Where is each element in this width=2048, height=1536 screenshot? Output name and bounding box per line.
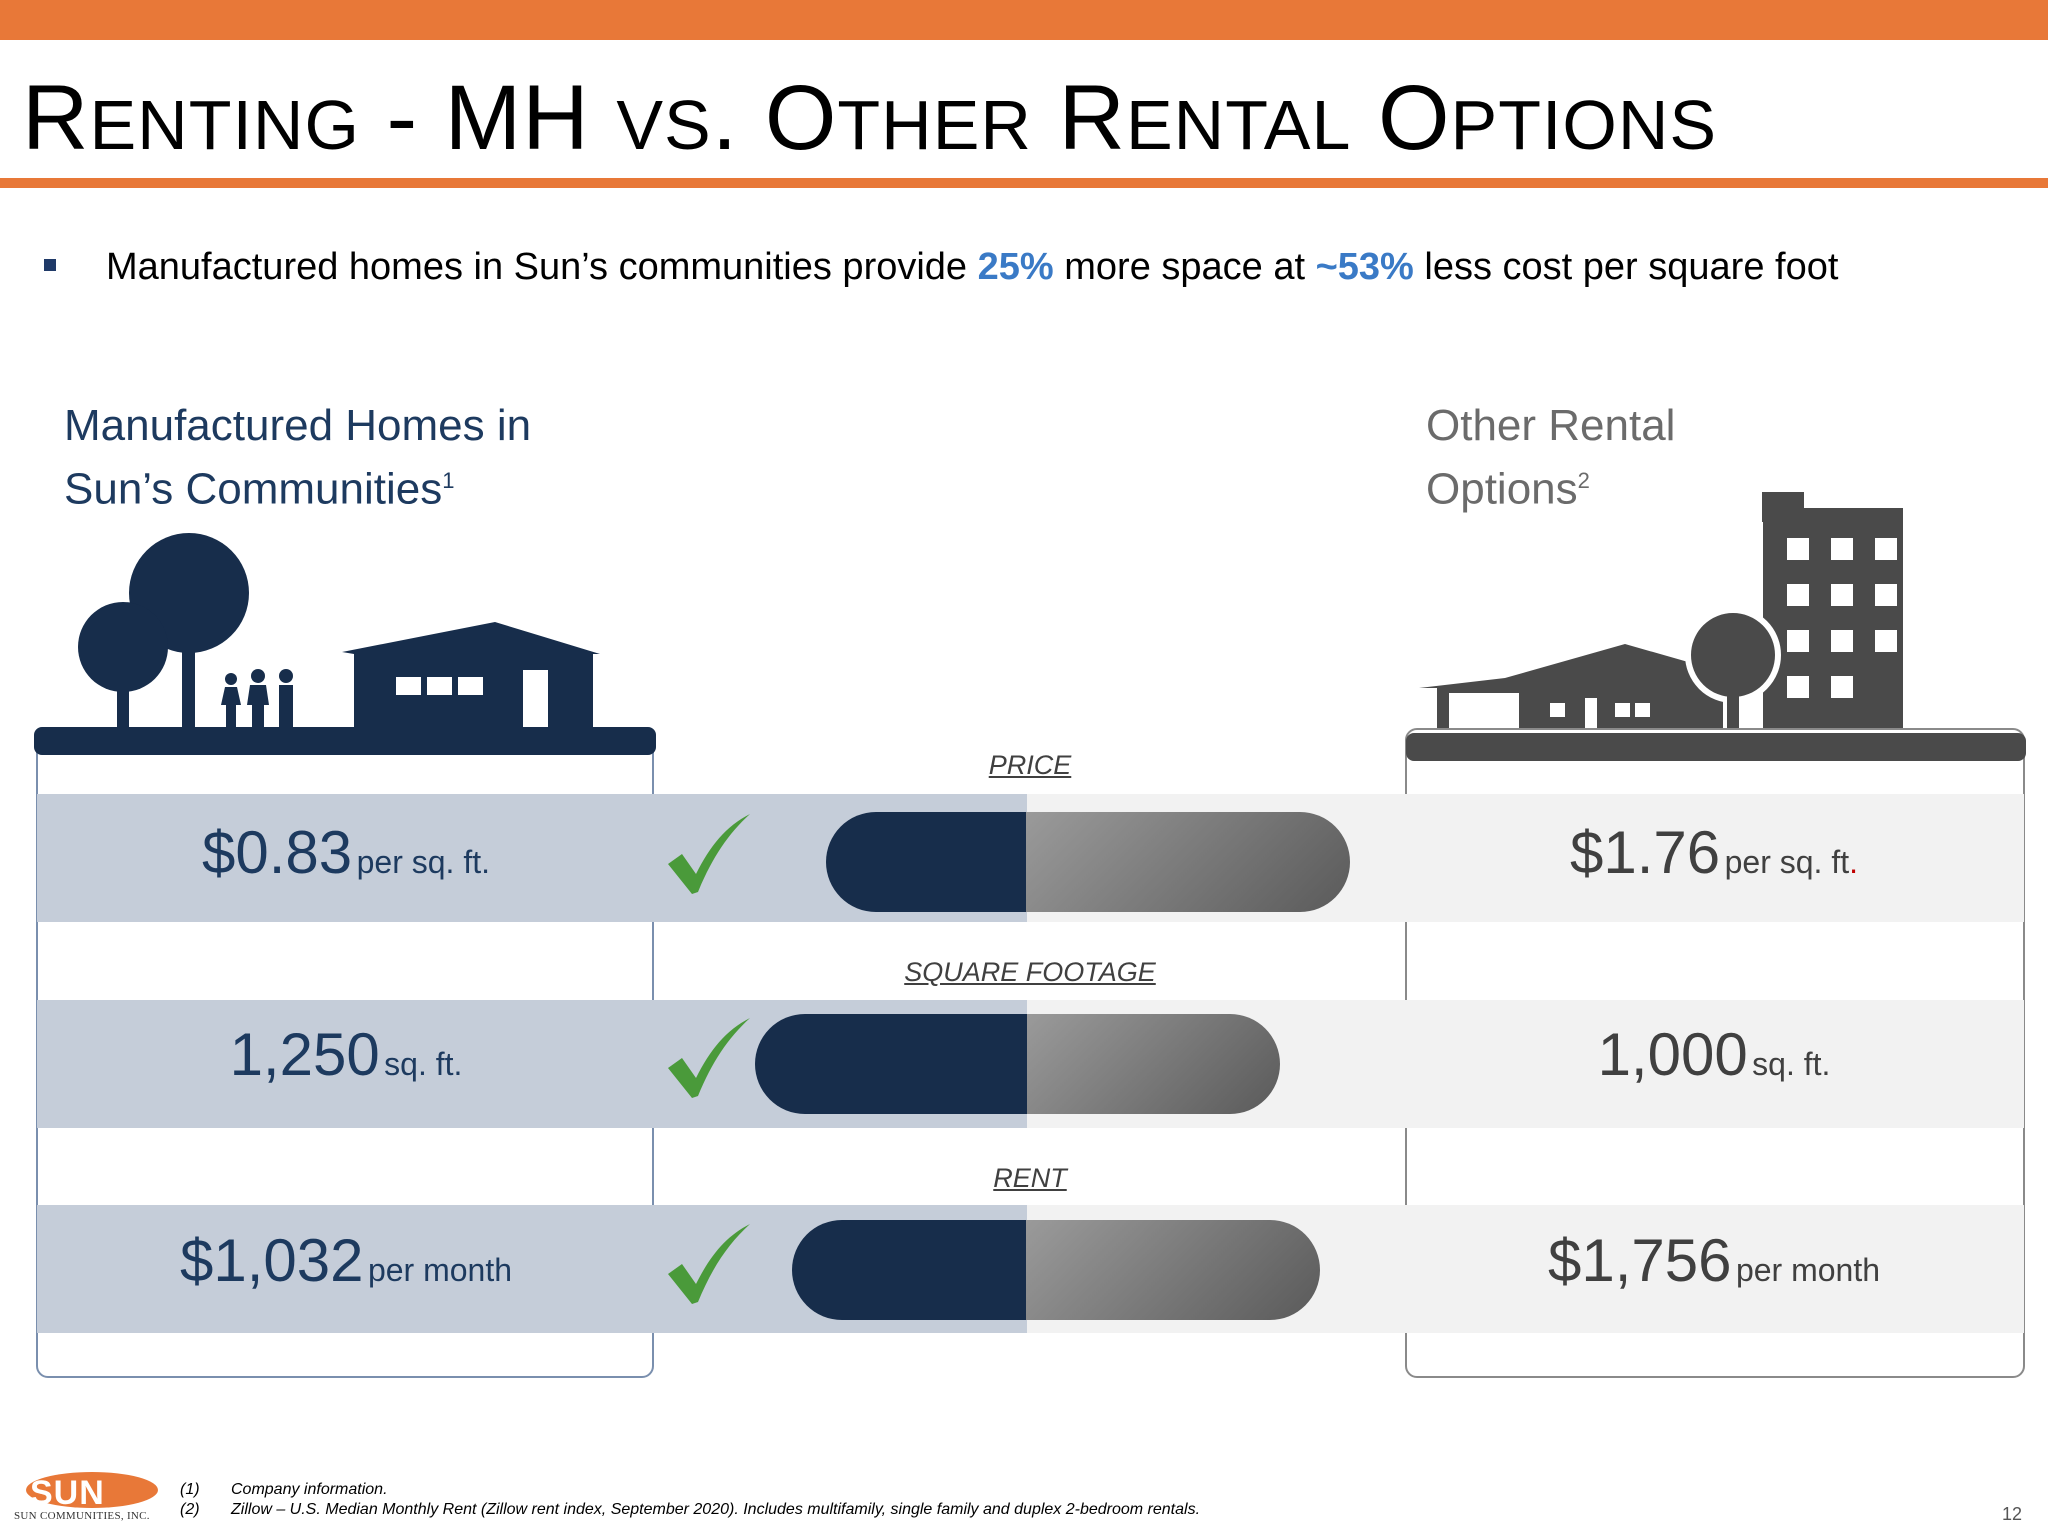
checkmark-icon (668, 1018, 750, 1098)
bullet-square-icon (44, 258, 56, 271)
logo-company-name: SUN COMMUNITIES, INC. (14, 1510, 150, 1522)
sqft-pill-left (755, 1014, 1027, 1114)
highlight-space: 25% (977, 246, 1054, 288)
left-price-value: $0.83 per sq. ft. (202, 819, 490, 886)
sqft-comparison-pill (755, 1014, 1280, 1114)
metric-label-square-footage: SQUARE FOOTAGE (904, 957, 1156, 987)
price-pill-right (1026, 812, 1350, 912)
left-rent-value: $1,032 per month (179, 1227, 513, 1294)
footnotes: (1) Company information. (2) Zillow – U.S.… (180, 1480, 1200, 1520)
metric-label-rent: RENT (993, 1163, 1067, 1193)
right-ground-bar (1406, 733, 2026, 761)
sun-logo-icon (26, 1472, 158, 1508)
metric-label-price: PRICE (988, 750, 1072, 780)
left-sqft-value: 1,250 sq. ft. (229, 1021, 463, 1088)
left-ground-bar (34, 727, 656, 755)
slide-title: RENTING - MH VS. OTHER RENTAL OPTIONS (22, 67, 1718, 169)
rent-comparison-pill (792, 1220, 1320, 1320)
right-sqft-value: 1,000 sq. ft. (1597, 1021, 1831, 1088)
logo-word: SUN (30, 1474, 105, 1512)
highlight-cost: ~53% (1315, 246, 1414, 288)
checkmark-icon (668, 814, 750, 894)
footnote: (2) Zillow – U.S. Median Monthly Rent (Zi… (180, 1501, 1201, 1518)
price-comparison-pill (826, 812, 1350, 912)
house-trees-family-icon (78, 533, 600, 728)
right-rent-value: $1,756 per month (1547, 1227, 1881, 1294)
summary-bullet: Manufactured homes in Sun’s communities … (44, 244, 1838, 290)
right-price-value: $1.76 per sq. ft. (1570, 819, 1858, 886)
sqft-pill-right (1027, 1014, 1280, 1114)
title-underline-rule (0, 178, 2048, 188)
right-column-heading: Other Rental Options2 (1426, 401, 1676, 514)
page-number: 12 (2002, 1504, 2023, 1524)
checkmark-icon (668, 1224, 750, 1304)
house-building-tree-icon (1419, 492, 1903, 733)
price-pill-left (826, 812, 1026, 912)
top-accent-bar (0, 0, 2048, 40)
footnote: (1) Company information. (180, 1481, 388, 1498)
left-column-heading: Manufactured Homes in Sun’s Communities1 (64, 401, 532, 514)
rent-pill-left (792, 1220, 1026, 1320)
rent-pill-right (1026, 1220, 1320, 1320)
